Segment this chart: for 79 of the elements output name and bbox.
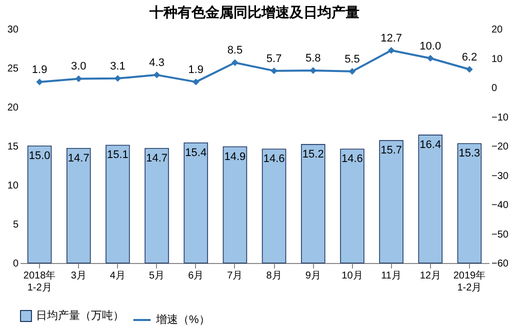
data-label: 16.4 bbox=[420, 139, 442, 152]
point bbox=[36, 78, 43, 86]
y-tick-label: 25 bbox=[7, 64, 19, 74]
data-label: 10.0 bbox=[420, 40, 442, 52]
data-label: 15.3 bbox=[458, 148, 480, 160]
y2-tick-label: 20 bbox=[492, 24, 504, 36]
point bbox=[388, 47, 395, 54]
data-label: 14.6 bbox=[341, 153, 363, 166]
data-label: 14.9 bbox=[224, 150, 246, 163]
x-tick-label: 4月 bbox=[110, 270, 126, 282]
bar bbox=[418, 134, 442, 264]
point bbox=[192, 78, 200, 86]
data-label: 15.2 bbox=[302, 148, 324, 160]
data-label: 6.2 bbox=[462, 51, 478, 64]
y2-tick-label: 0 bbox=[492, 83, 498, 94]
bar bbox=[262, 148, 286, 264]
legend-label: 日均产量（万吨） bbox=[36, 309, 124, 322]
x-tick-label: 2019年 1-2月 bbox=[453, 270, 486, 294]
bar bbox=[106, 144, 130, 264]
y-tick-label: 15 bbox=[7, 142, 19, 152]
bar bbox=[184, 142, 208, 264]
data-label: 5.7 bbox=[266, 52, 282, 65]
data-label: 5.8 bbox=[305, 52, 321, 65]
chart-title: 十种有色金属同比增速及日均产量 bbox=[148, 4, 360, 20]
data-label: 15.7 bbox=[380, 144, 402, 157]
y-tick-label: 30 bbox=[7, 24, 19, 36]
bar bbox=[66, 148, 91, 264]
x-tick-label: 6月 bbox=[188, 270, 204, 282]
y2-tick-label: −30 bbox=[492, 170, 509, 182]
data-label: 15.4 bbox=[185, 146, 207, 159]
y2-tick-label: 10 bbox=[492, 54, 504, 65]
data-label: 14.7 bbox=[68, 152, 90, 164]
data-label: 8.5 bbox=[227, 44, 243, 57]
point bbox=[75, 75, 82, 82]
data-label: 3.1 bbox=[110, 60, 126, 72]
y2-tick-label: −50 bbox=[492, 229, 509, 240]
bar bbox=[222, 146, 248, 264]
point bbox=[427, 54, 434, 62]
x-tick-label: 9月 bbox=[305, 270, 321, 282]
x-tick-label: 3月 bbox=[70, 270, 86, 282]
legend-label: 增速（%） bbox=[155, 313, 210, 326]
x-tick-label: 7月 bbox=[227, 270, 243, 282]
bar bbox=[301, 144, 326, 264]
bar bbox=[379, 140, 404, 264]
point bbox=[232, 59, 238, 66]
data-label: 1.9 bbox=[188, 64, 204, 76]
y-tick-label: 0 bbox=[12, 258, 19, 270]
y-tick-label: 20 bbox=[7, 102, 19, 114]
x-tick-label: 11月 bbox=[381, 270, 402, 282]
bar bbox=[340, 148, 364, 264]
y2-tick-label: −40 bbox=[492, 200, 509, 211]
y2-tick-label: −60 bbox=[492, 258, 509, 270]
data-label: 15.0 bbox=[28, 150, 50, 162]
data-label: 14.6 bbox=[263, 153, 285, 166]
point bbox=[466, 66, 473, 73]
bar bbox=[144, 148, 169, 264]
data-label: 4.3 bbox=[149, 56, 164, 69]
point bbox=[348, 68, 356, 75]
data-label: 15.1 bbox=[106, 149, 128, 162]
bar bbox=[27, 146, 52, 264]
y2-tick-label: −20 bbox=[492, 142, 509, 152]
point bbox=[114, 75, 122, 82]
point bbox=[310, 67, 316, 74]
x-tick-label: 12月 bbox=[420, 270, 441, 282]
x-tick-label: 5月 bbox=[149, 270, 165, 282]
x-tick-label: 8月 bbox=[266, 270, 282, 282]
y2-tick-label: −10 bbox=[492, 112, 509, 124]
data-label: 5.5 bbox=[344, 53, 360, 66]
y-tick-label: 5 bbox=[12, 220, 19, 230]
data-label: 14.7 bbox=[146, 152, 168, 164]
data-label: 3.0 bbox=[70, 60, 86, 73]
x-tick-label: 2018年 1-2月 bbox=[23, 270, 56, 294]
x-tick-label: 10月 bbox=[342, 270, 363, 282]
data-label: 1.9 bbox=[32, 64, 48, 76]
point bbox=[270, 67, 278, 74]
bar bbox=[457, 143, 482, 264]
point bbox=[153, 72, 160, 78]
y-tick-label: 10 bbox=[7, 180, 19, 192]
data-label: 12.7 bbox=[380, 32, 402, 44]
